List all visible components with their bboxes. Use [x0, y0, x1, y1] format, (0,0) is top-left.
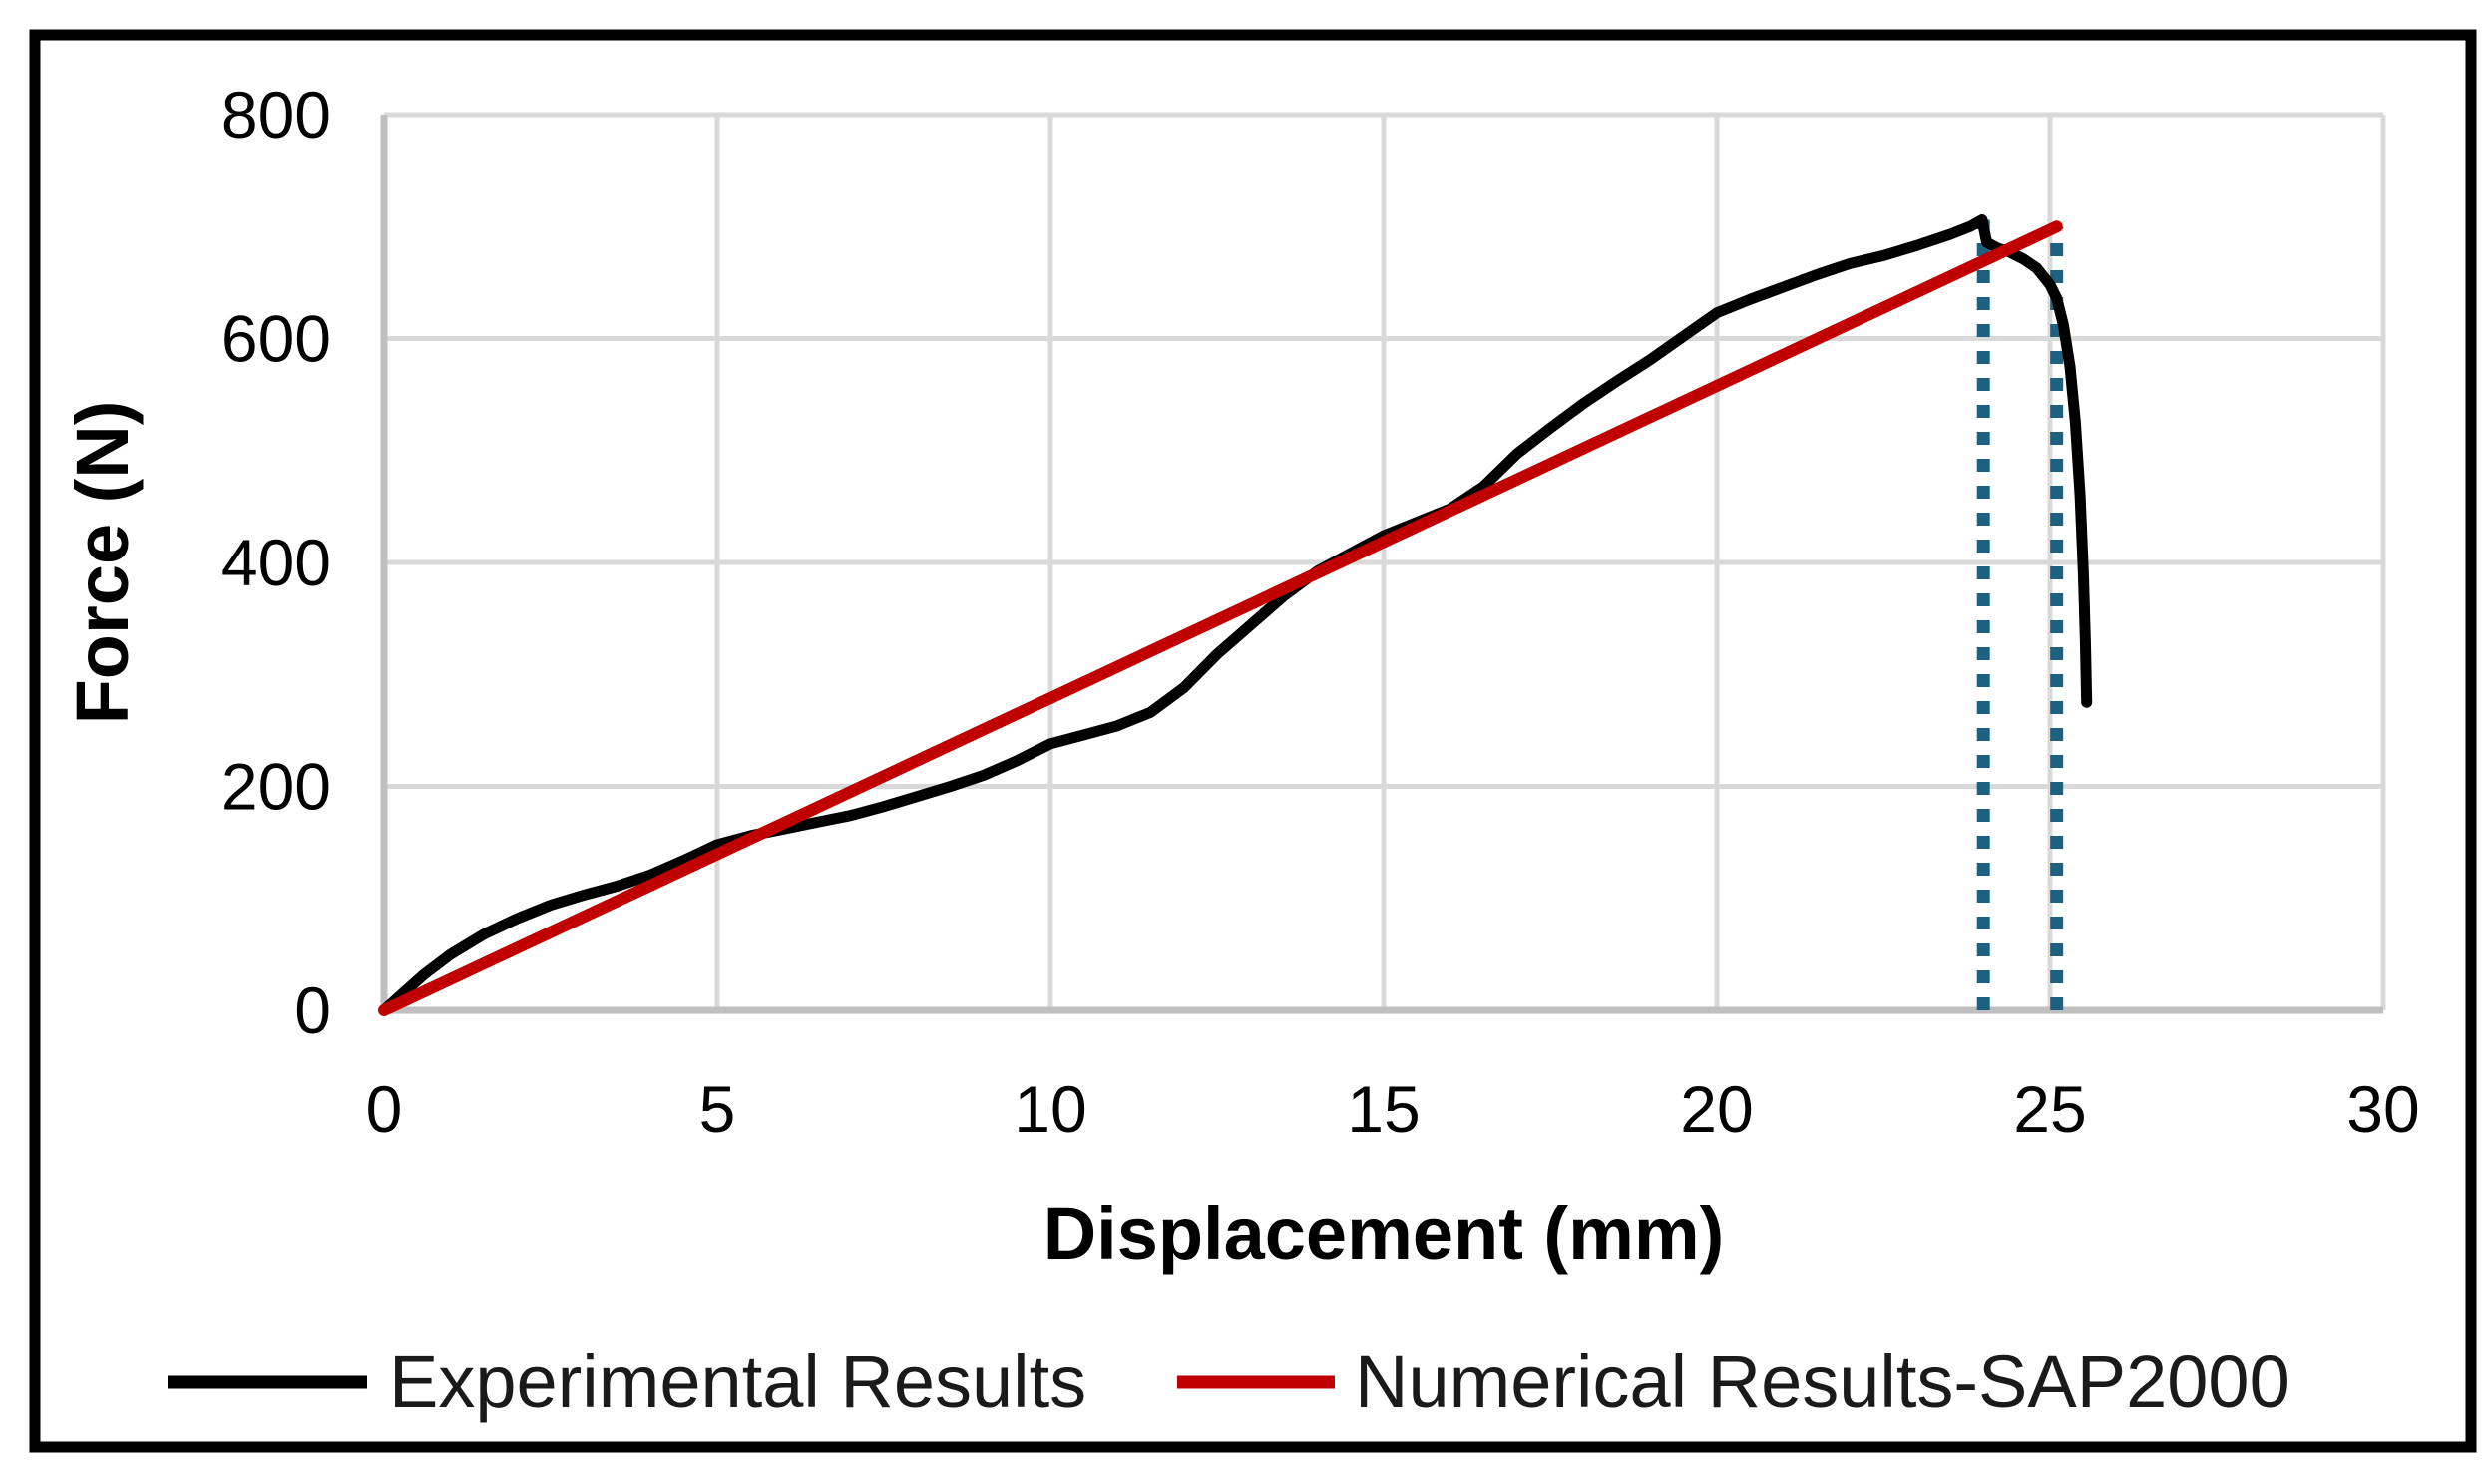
y-tick-label-800: 800 [221, 78, 331, 152]
y-tick-label-400: 400 [221, 526, 331, 599]
data-series [378, 214, 2093, 1016]
y-tick-label-200: 200 [221, 750, 331, 824]
x-tick-label-30: 30 [2346, 1072, 2419, 1146]
gridlines [384, 112, 2386, 1010]
y-tick-label-0: 0 [294, 973, 331, 1047]
legend-label-numerical: Numerical Results-SAP2000 [1355, 1340, 2290, 1423]
x-tick-label-10: 10 [1014, 1072, 1086, 1146]
x-tick-label-25: 25 [2013, 1072, 2086, 1146]
x-tick-label-20: 20 [1680, 1072, 1753, 1146]
x-tick-label-0: 0 [366, 1072, 403, 1146]
x-axis-title: Displacement (mm) [1043, 1192, 1725, 1275]
legend: Experimental Results Numerical Results-S… [168, 1340, 2290, 1423]
legend-label-experimental: Experimental Results [389, 1340, 1086, 1423]
outer-border [29, 29, 2477, 1453]
series-line-numerical [378, 220, 2063, 1016]
x-axis-tick-labels: 0 5 10 15 20 25 30 [366, 1072, 2420, 1146]
x-tick-label-5: 5 [699, 1072, 736, 1146]
dotted-reference-lines [1976, 219, 2064, 1010]
y-tick-label-600: 600 [221, 302, 331, 376]
axis-lines [380, 115, 2383, 1014]
x-tick-label-15: 15 [1347, 1072, 1420, 1146]
y-axis-title: Force (N) [61, 401, 144, 725]
y-axis-tick-labels: 0 200 400 600 800 [221, 78, 331, 1047]
